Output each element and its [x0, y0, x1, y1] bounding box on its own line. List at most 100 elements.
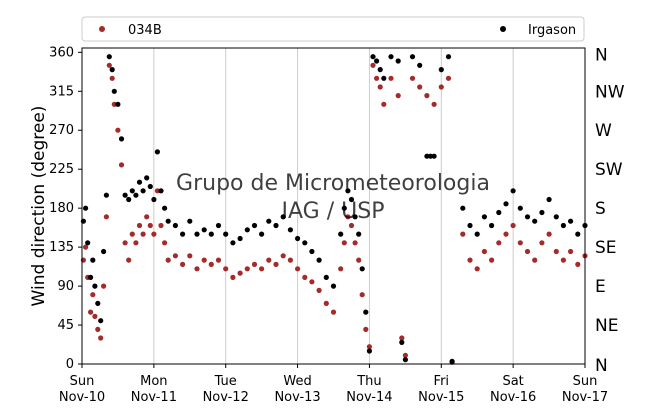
y-tick-label: 90	[57, 279, 74, 294]
data-point	[158, 222, 164, 229]
secondary-y-label: NW	[595, 82, 625, 102]
data-point	[345, 214, 351, 220]
x-tick-label-day: Sat	[502, 374, 523, 389]
data-point	[83, 244, 89, 250]
data-point	[431, 101, 437, 107]
x-tick-label-day: Mon	[140, 374, 167, 389]
y-tick-label: 45	[57, 318, 74, 333]
data-point	[467, 222, 473, 229]
data-point	[111, 88, 117, 94]
data-point	[280, 214, 286, 220]
y-tick-label: 270	[49, 123, 74, 138]
data-point	[363, 326, 369, 332]
data-point	[395, 58, 401, 64]
data-point	[133, 240, 139, 246]
data-point	[503, 231, 509, 237]
data-point	[388, 54, 394, 60]
data-point	[101, 283, 107, 289]
data-point	[259, 231, 265, 237]
data-point	[154, 188, 160, 194]
data-point	[259, 266, 265, 272]
data-point	[427, 153, 434, 159]
data-point	[208, 261, 214, 267]
data-point	[348, 222, 355, 229]
data-point	[115, 101, 121, 107]
data-point	[118, 162, 125, 168]
data-point	[510, 188, 516, 194]
data-point	[377, 67, 383, 73]
legend: 034B Irgason	[81, 16, 585, 42]
data-point	[147, 183, 153, 190]
legend-label-irgason: Irgason	[528, 23, 576, 38]
y-axis-ticks: 0 45 90 135 180 225 270 315 360	[49, 45, 82, 372]
data-point	[532, 218, 538, 224]
data-point	[280, 253, 286, 259]
data-point	[201, 227, 207, 233]
data-point	[215, 222, 222, 229]
secondary-y-label: SW	[595, 160, 623, 180]
data-point	[510, 222, 516, 229]
data-point	[546, 196, 552, 203]
data-point	[381, 101, 387, 107]
data-point	[126, 196, 132, 203]
data-point	[140, 231, 146, 237]
data-point	[338, 266, 344, 272]
y-tick-label: 180	[49, 201, 74, 216]
data-point	[172, 222, 178, 229]
data-point	[165, 218, 171, 224]
data-point	[517, 205, 523, 211]
data-point	[115, 127, 121, 133]
legend-frame	[81, 16, 585, 42]
data-point	[251, 222, 258, 229]
data-point	[244, 227, 250, 233]
data-point	[147, 222, 153, 229]
series-irgason	[80, 54, 588, 364]
data-point	[129, 188, 135, 194]
data-point	[370, 62, 376, 68]
data-point	[194, 266, 200, 272]
secondary-y-label: NE	[595, 316, 618, 336]
data-point	[345, 188, 351, 194]
data-point	[287, 257, 293, 263]
series-034B	[80, 62, 588, 365]
data-point	[381, 75, 387, 81]
data-point	[88, 309, 94, 315]
data-point	[424, 93, 430, 99]
data-point	[417, 84, 423, 90]
watermark-line-2: IAG / USP	[282, 199, 385, 224]
data-point	[363, 309, 369, 315]
data-point	[122, 240, 128, 246]
data-point	[223, 266, 229, 272]
data-point	[215, 257, 222, 263]
data-point	[399, 335, 405, 341]
x-tick-label-day: Wed	[283, 374, 311, 389]
data-point	[266, 257, 272, 263]
data-point	[481, 214, 487, 220]
data-point	[151, 231, 157, 237]
data-point	[359, 266, 365, 272]
data-point	[165, 257, 171, 263]
data-point	[402, 357, 408, 363]
data-point	[417, 62, 423, 68]
data-point	[187, 218, 193, 224]
data-point	[230, 240, 236, 246]
data-point	[302, 274, 308, 280]
data-point	[374, 75, 380, 81]
data-point	[341, 240, 347, 246]
data-point	[309, 279, 315, 285]
data-point	[133, 192, 139, 198]
data-point	[95, 300, 101, 306]
data-point	[517, 240, 523, 246]
data-point	[83, 205, 89, 211]
data-point	[553, 214, 559, 220]
x-tick-label-day: Fri	[434, 374, 450, 389]
data-point	[424, 153, 430, 159]
data-point	[449, 358, 455, 364]
y-tick-label: 0	[66, 357, 74, 372]
data-point	[575, 231, 581, 237]
data-point	[230, 274, 236, 280]
data-point	[568, 248, 574, 255]
data-point	[302, 240, 308, 246]
data-point	[395, 93, 401, 99]
